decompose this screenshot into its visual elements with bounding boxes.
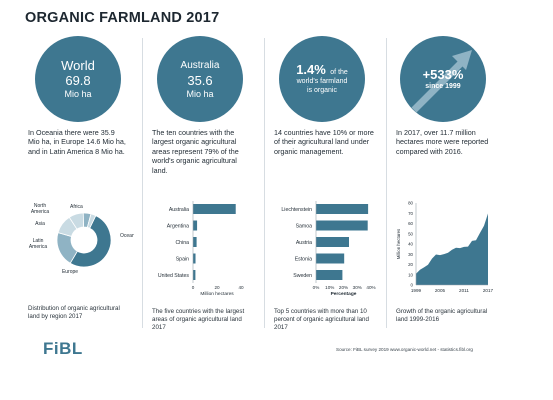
share-circle-text3: is organic [307, 86, 337, 94]
top-bar-australia [193, 204, 236, 214]
page-title: ORGANIC FARMLAND 2017 [25, 10, 220, 26]
australia-description: The ten countries with the largest organ… [152, 128, 239, 175]
top-label-china: China [175, 240, 189, 246]
share-label-samoa: Samoa [296, 224, 313, 230]
top-bar-spain [193, 253, 196, 264]
growth-circle-text: since 1999 [425, 83, 461, 90]
growth-circle: +533% since 1999 [400, 36, 486, 122]
australia-area-circle: Australia 35.6 Mio ha [157, 36, 243, 122]
growth-ytick-10: 10 [408, 272, 413, 277]
top-tick-40: 40 [238, 285, 244, 290]
world-circle-label: World [61, 58, 95, 73]
source-note: Source: FiBL survey 2019 www.organic-wor… [336, 347, 473, 352]
growth-xtick-2017: 2017 [483, 288, 494, 293]
share-tick-10: 10% [325, 285, 334, 290]
share-tick-20: 20% [339, 285, 348, 290]
share-bar-austria [316, 237, 349, 247]
top-label-spain: Spain [176, 257, 189, 263]
donut-label-oceania: Oceania [120, 233, 134, 239]
growth-ytick-60: 60 [408, 221, 413, 226]
share-organic-circle: 1.4% of the world's farmland is organic [279, 36, 365, 122]
region-chart-caption: Distribution of organic agricultural lan… [28, 305, 120, 320]
top-tick-20: 20 [214, 285, 220, 290]
growth-ytick-40: 40 [408, 242, 413, 247]
australia-circle-unit: Mio ha [186, 89, 214, 99]
top-countries-bar-chart: Australia Argentina China Spain United State… [158, 201, 244, 297]
share-label-estonia: Estonia [295, 257, 312, 263]
growth-ytick-80: 80 [408, 201, 413, 206]
share-label-austria: Austria [296, 240, 312, 246]
growth-xtick-2011: 2011 [459, 288, 469, 293]
growth-ytick-50: 50 [408, 231, 413, 236]
world-circle-unit: Mio ha [64, 89, 92, 99]
growth-ytick-0: 0 [411, 283, 414, 288]
top-bar-united-states [193, 270, 196, 280]
australia-circle-label: Australia [180, 60, 220, 71]
share-tick-30: 30% [353, 285, 362, 290]
fibl-logo: FiBL [43, 339, 83, 358]
column-divider [142, 38, 143, 328]
donut-slice-africa [86, 213, 97, 229]
growth-ytick-70: 70 [408, 211, 413, 216]
world-circle-value: 69.8 [65, 73, 91, 88]
growth-ylabel: Million hectares [396, 228, 401, 259]
share-xlabel: Percentage [331, 291, 357, 297]
share-tick-0: 0% [313, 285, 320, 290]
share-description: 14 countries have 10% or more of their a… [274, 128, 374, 156]
growth-chart-caption: Growth of the organic agricultural land … [396, 308, 488, 323]
share-bar-liechtenstein [316, 204, 369, 214]
top-xlabel: Million hectares [200, 291, 234, 297]
column-divider [264, 38, 265, 328]
world-description: In Oceania there were 35.9 Mio ha, in Eu… [28, 128, 126, 156]
top-bar-china [193, 237, 197, 247]
growth-area-chart: 0 10 20 30 40 50 60 70 80 1999 2005 2011 2017 Million… [396, 201, 494, 293]
donut-label-latin-america: Latin America [29, 238, 48, 250]
growth-circle-value: +533% [422, 67, 464, 82]
world-area-circle: World 69.8 Mio ha [35, 36, 121, 122]
growth-xtick-2005: 2005 [435, 288, 446, 293]
share-tick-40: 40% [366, 285, 375, 290]
top-label-australia: Australia [169, 207, 189, 213]
top-countries-caption: The five countries with the largest area… [152, 308, 245, 331]
share-circle-value: 1.4% [296, 61, 326, 77]
growth-description: In 2017, over 11.7 million hectares more… [396, 128, 489, 156]
growth-ytick-20: 20 [408, 262, 413, 267]
top-label-united-states: United States [158, 273, 190, 279]
australia-circle-value: 35.6 [187, 73, 213, 88]
share-countries-bar-chart: Liechtenstein Samoa Austria Estonia Sweden 0%… [281, 201, 376, 297]
growth-xtick-1999: 1999 [411, 288, 422, 293]
share-label-sweden: Sweden [293, 273, 312, 279]
donut-label-north-america: North America [31, 203, 50, 215]
top-tick-0: 0 [192, 285, 195, 290]
share-circle-text1: of the [330, 68, 348, 76]
share-circle-text2: world's farmland [296, 77, 348, 85]
growth-arrow-icon [411, 50, 472, 113]
donut-slice-oceania [69, 215, 112, 268]
top-bar-argentina [193, 220, 198, 231]
share-label-liechtenstein: Liechtenstein [281, 207, 312, 213]
growth-ytick-30: 30 [408, 252, 413, 257]
top-label-argentina: Argentina [167, 224, 189, 230]
donut-label-africa: Africa [70, 204, 83, 210]
column-divider [386, 38, 387, 328]
donut-label-asia: Asia [35, 221, 45, 227]
share-countries-caption: Top 5 countries with more than 10 percen… [274, 308, 369, 331]
donut-label-europe: Europe [62, 269, 78, 275]
share-bar-samoa [316, 220, 368, 231]
share-bar-estonia [316, 253, 345, 264]
growth-area-series [416, 213, 488, 285]
share-bar-sweden [316, 270, 343, 280]
